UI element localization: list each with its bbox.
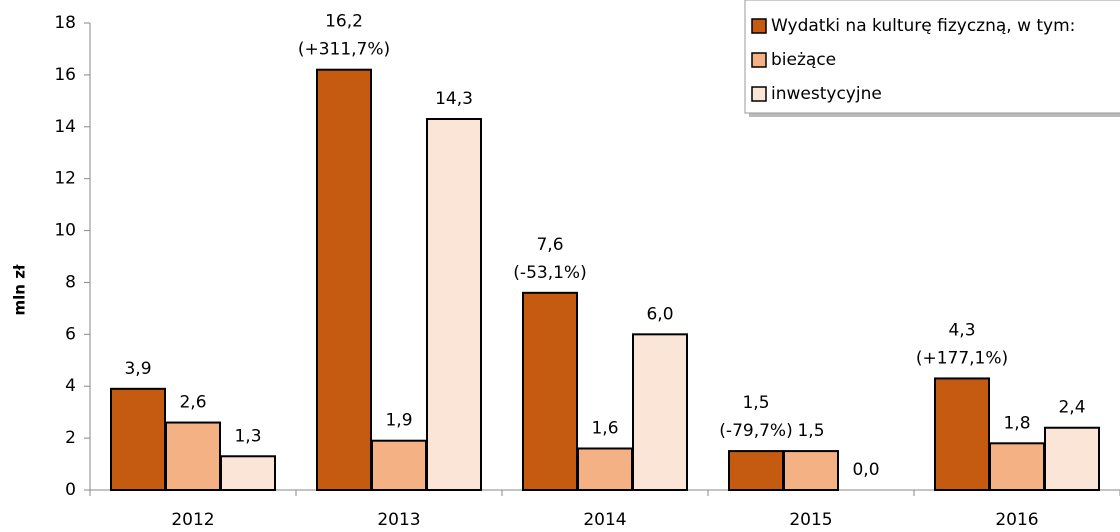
annotation: (+311,7%)	[298, 40, 390, 60]
annotation: (-53,1%)	[513, 263, 586, 283]
bar	[522, 291, 578, 492]
bar	[426, 117, 482, 491]
value-label: 3,9	[124, 359, 151, 379]
legend-label: bieżące	[771, 50, 836, 70]
bar	[371, 439, 427, 492]
bar	[783, 450, 839, 492]
bar	[110, 387, 166, 492]
y-tick-label: 2	[65, 428, 76, 448]
value-label: 1,3	[234, 426, 261, 446]
bar	[577, 447, 633, 492]
bar	[316, 68, 372, 491]
bar	[632, 333, 688, 492]
bar	[934, 377, 990, 492]
legend-label: Wydatki na kulturę fizyczną, w tym:	[771, 16, 1075, 36]
y-tick-label: 4	[65, 376, 76, 396]
value-label: 16,2	[325, 12, 363, 32]
value-label: 1,9	[385, 411, 412, 431]
legend-label: inwestycyjne	[771, 84, 882, 104]
y-tick-label: 0	[65, 480, 76, 500]
x-tick-label: 2013	[377, 510, 420, 530]
bar	[989, 442, 1045, 491]
x-tick-label: 2016	[995, 510, 1038, 530]
y-axis-label: mln zł	[11, 264, 29, 315]
y-tick-label: 10	[54, 221, 76, 241]
value-label: 0,0	[852, 460, 879, 480]
y-tick-label: 14	[54, 117, 76, 137]
x-tick-label: 2014	[583, 510, 626, 530]
value-label: 7,6	[536, 235, 563, 255]
value-label: 1,8	[1003, 413, 1030, 433]
y-tick-label: 8	[65, 272, 76, 292]
annotation: (-79,7%)	[719, 421, 792, 441]
bar	[1044, 426, 1100, 492]
legend-box	[744, 0, 1120, 114]
y-tick-label: 16	[54, 65, 76, 85]
value-label: 14,3	[435, 89, 473, 109]
annotation: (+177,1%)	[916, 348, 1008, 368]
x-tick-label: 2012	[171, 510, 214, 530]
y-tick-label: 12	[54, 169, 76, 189]
legend-swatch	[751, 86, 767, 102]
bar	[728, 450, 784, 492]
value-label: 1,5	[797, 421, 824, 441]
y-tick-label: 6	[65, 324, 76, 344]
value-label: 1,5	[742, 393, 769, 413]
bar	[220, 455, 276, 491]
y-tick-label: 18	[54, 13, 76, 33]
value-label: 2,6	[179, 393, 206, 413]
x-tick-label: 2015	[789, 510, 832, 530]
value-label: 4,3	[948, 320, 975, 340]
legend-swatch	[751, 52, 767, 68]
value-label: 1,6	[591, 418, 618, 438]
legend-swatch	[751, 18, 767, 34]
bar	[165, 421, 221, 491]
value-label: 6,0	[646, 304, 673, 324]
value-label: 2,4	[1058, 398, 1085, 418]
